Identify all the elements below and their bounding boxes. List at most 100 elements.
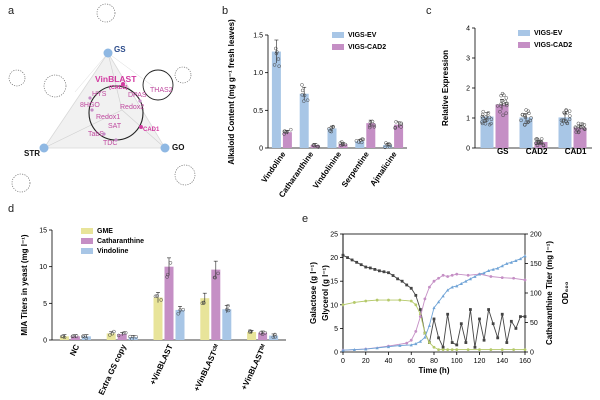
category-label: +VinBLAST	[148, 343, 175, 386]
data-point	[423, 331, 427, 335]
data-point	[405, 341, 409, 345]
data-point	[339, 143, 343, 148]
data-point	[455, 348, 459, 352]
data-point	[450, 348, 454, 352]
bar	[366, 123, 376, 148]
bar	[269, 335, 279, 340]
data-point	[483, 118, 488, 123]
dotted-circle	[43, 74, 67, 98]
data-point	[466, 348, 470, 352]
data-point	[387, 271, 390, 275]
data-point	[441, 273, 445, 277]
data-point	[536, 139, 541, 144]
panel-label-b: b	[222, 5, 228, 17]
data-point	[477, 272, 482, 276]
data-point	[580, 122, 585, 126]
bar	[258, 332, 268, 340]
y-tick-label: 0.5	[253, 108, 263, 115]
data-point	[418, 308, 422, 311]
panel-c-chart: 0 1 2 3 4 GS CAD2 CAD1 Relative Expression VIGS-E…	[441, 26, 592, 156]
data-point	[285, 130, 290, 134]
data-point	[505, 261, 509, 265]
data-point	[491, 322, 495, 326]
data-point	[327, 127, 331, 131]
data-point	[582, 126, 586, 130]
data-point	[341, 303, 345, 307]
data-point	[432, 317, 436, 321]
data-point	[441, 345, 445, 349]
data-point	[455, 343, 459, 347]
data-point	[263, 331, 267, 335]
data-point	[62, 335, 67, 340]
data-point	[368, 123, 372, 128]
y-axis-title: Galactose (g l⁻¹)	[309, 262, 318, 324]
bar	[81, 336, 91, 340]
plot-frame	[342, 233, 526, 353]
data-point	[124, 331, 128, 335]
data-point	[565, 121, 569, 126]
gs-node	[103, 48, 113, 58]
data-point	[523, 114, 527, 118]
data-point	[561, 118, 566, 122]
data-point	[329, 125, 334, 130]
data-point	[574, 130, 579, 134]
data-point	[575, 128, 580, 133]
data-point	[560, 122, 564, 126]
data-point	[480, 112, 485, 117]
category-label: +VinBLASTᶜᴹ	[192, 343, 222, 393]
data-point	[216, 271, 220, 276]
data-point	[437, 336, 440, 340]
data-point	[364, 265, 368, 269]
data-point	[355, 260, 359, 264]
data-point	[523, 115, 528, 120]
y-tick-label: 0	[43, 338, 47, 345]
data-point	[372, 123, 376, 127]
enzyme-label: DPAS	[128, 92, 147, 99]
data-point	[489, 117, 494, 121]
data-point	[168, 261, 173, 265]
data-point	[370, 119, 375, 124]
data-point	[539, 137, 544, 141]
y-axis-title-secondary: Glycerol (g l⁻¹)	[321, 265, 330, 321]
bar	[106, 333, 116, 340]
data-point	[455, 284, 459, 288]
category-label: GS	[497, 147, 509, 156]
dotted-circle	[11, 173, 31, 193]
data-point	[432, 306, 436, 310]
data-point	[459, 322, 463, 326]
data-point	[364, 299, 368, 303]
legend-swatch	[81, 228, 93, 234]
y2-tick-label: 50	[530, 320, 538, 327]
data-point	[468, 277, 472, 281]
data-point	[567, 117, 572, 122]
go-node	[160, 143, 170, 153]
data-point	[153, 294, 158, 299]
edge	[107, 52, 123, 111]
panel-a-network: a GS STR GO VinBLAST (CAD2) CAD1 HYS DPA…	[8, 3, 196, 193]
cad2-sublabel: (CAD2)	[109, 85, 128, 91]
dotted-circle	[174, 66, 192, 84]
enzyme-label: 8HGO	[80, 102, 100, 109]
y-tick-label: 1.0	[253, 70, 263, 77]
category-label: CAD2	[526, 147, 548, 156]
enzyme-label: THAS2	[150, 87, 173, 94]
data-point	[312, 143, 316, 148]
data-point	[423, 297, 427, 301]
data-point	[338, 141, 343, 145]
vinblast-label: VinBLAST	[95, 74, 137, 84]
edge	[74, 52, 109, 93]
data-point	[500, 264, 504, 268]
str-label: STR	[24, 149, 40, 158]
x-tick-label: 20	[362, 358, 370, 365]
data-point	[524, 120, 529, 124]
data-point	[480, 121, 485, 126]
y-tick-label: 0	[259, 146, 263, 153]
data-point	[282, 132, 286, 136]
data-point	[523, 315, 527, 318]
data-point	[491, 267, 495, 271]
dotted-circle	[96, 3, 116, 23]
data-point	[181, 307, 185, 312]
enzyme-label: Redox1	[96, 114, 120, 121]
data-point	[464, 341, 468, 344]
data-point	[414, 303, 418, 307]
